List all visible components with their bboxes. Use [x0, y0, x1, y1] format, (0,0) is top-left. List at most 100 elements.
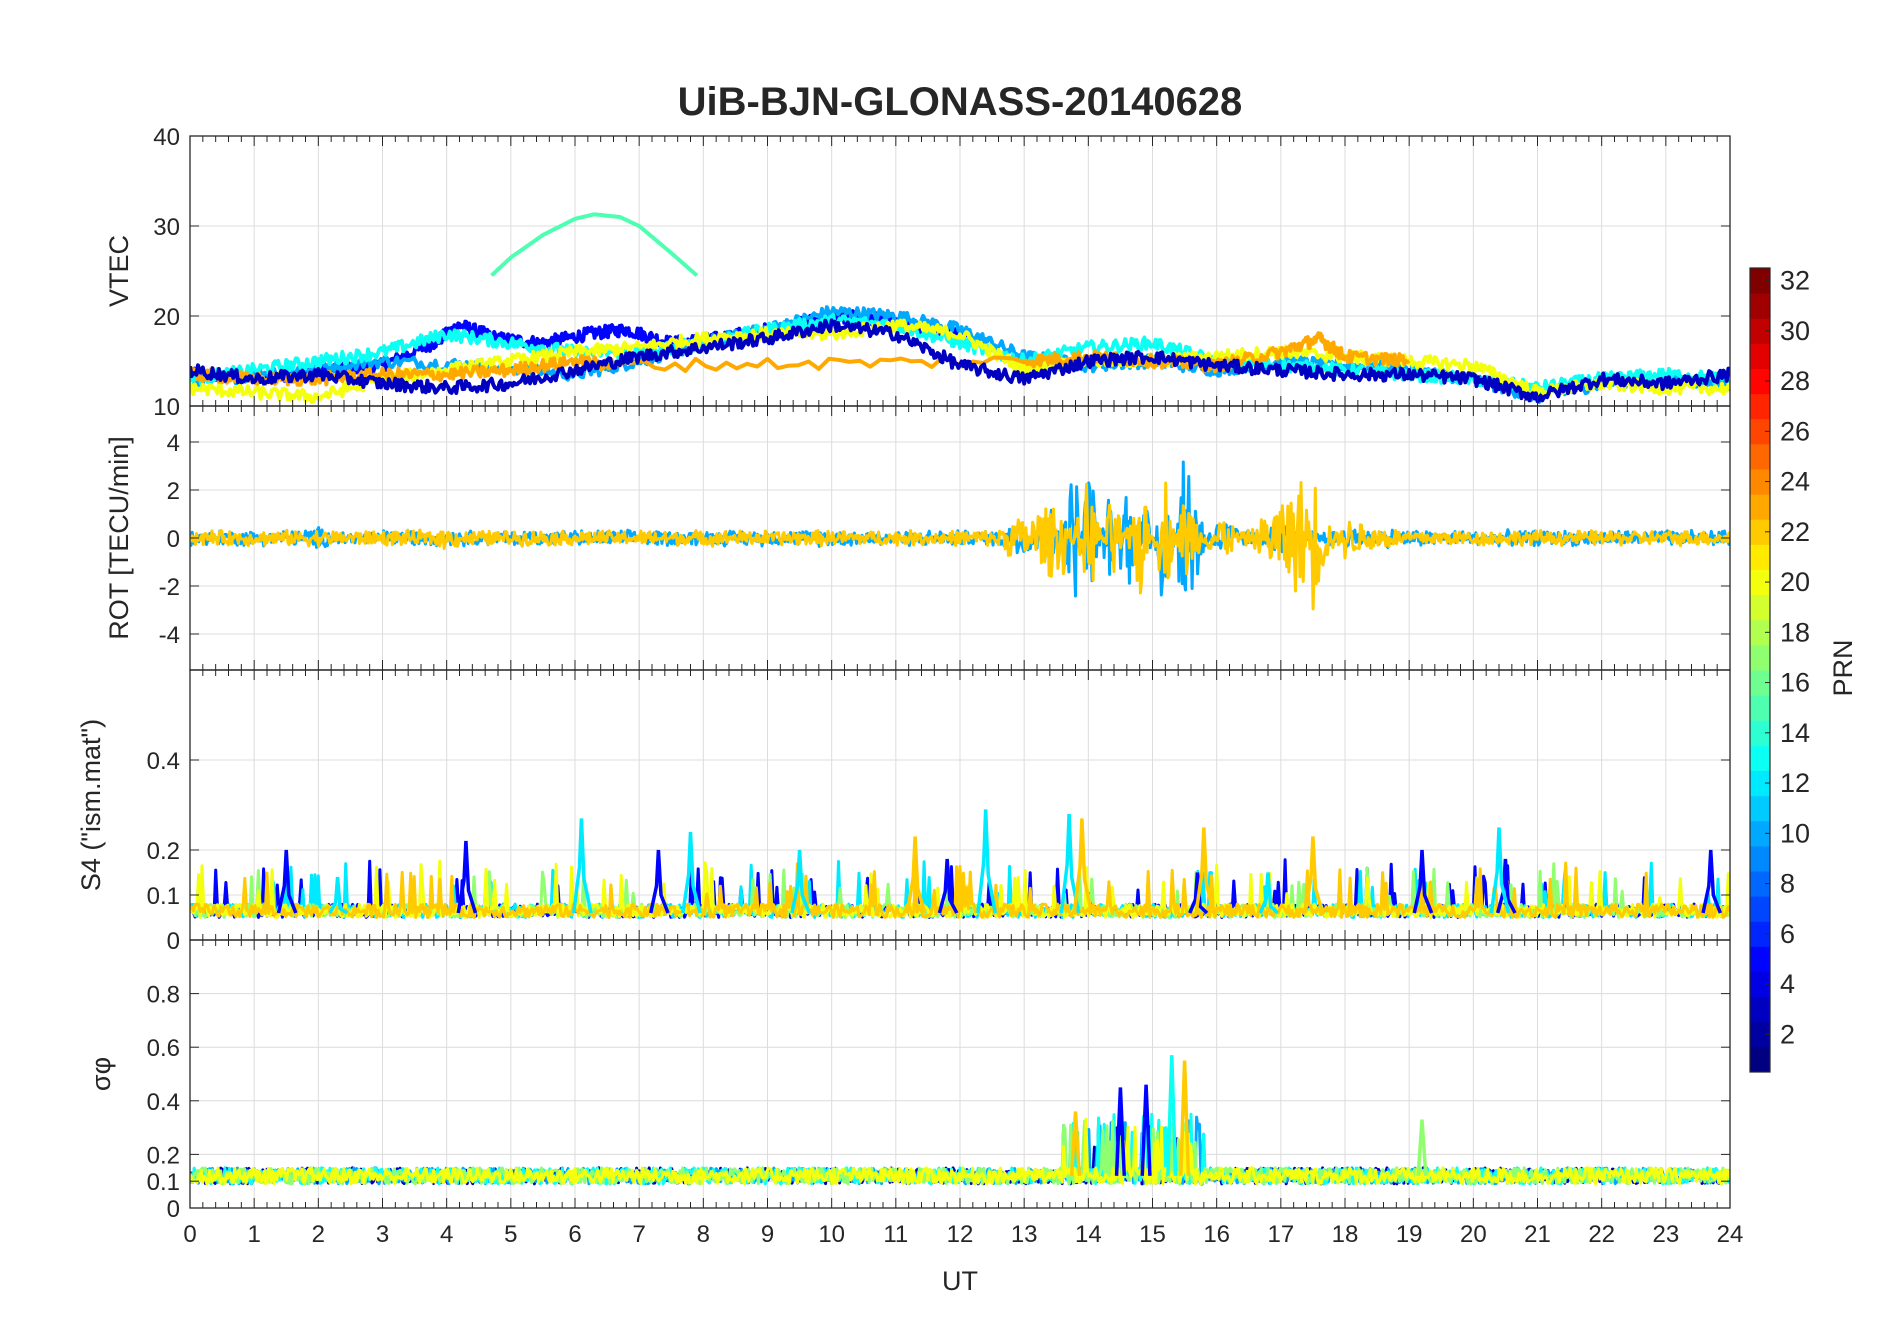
colorbar-tick-label: 18 — [1780, 617, 1810, 647]
x-tick-label: 6 — [568, 1221, 581, 1248]
series-line-prn-5 — [190, 308, 975, 385]
peak-prn-5 — [1412, 849, 1434, 914]
peak-prn-12 — [976, 809, 998, 914]
colorbar-swatch — [1750, 921, 1770, 947]
series-line-prn-22 — [190, 861, 1730, 919]
colorbar-swatch — [1750, 871, 1770, 897]
x-tick-label: 10 — [818, 1221, 845, 1248]
x-tick-label: 8 — [697, 1221, 710, 1248]
series-group — [190, 460, 1730, 611]
x-tick-label: 19 — [1396, 1221, 1423, 1248]
x-tick-labels: 0 1 2 3 4 5 6 7 8 9 10 11 12 13 14 15 16 17 18 19 20 21 22 23 24 — [183, 1221, 1743, 1248]
y-tick-label: 0.1 — [147, 1169, 180, 1196]
series-line-prn-15 — [490, 212, 699, 277]
y-axis-label-rot: ROT [TECU/min] — [104, 436, 134, 640]
x-tick-label: 9 — [761, 1221, 774, 1248]
peak-prn-22 — [1194, 827, 1216, 914]
x-tick-label: 20 — [1460, 1221, 1487, 1248]
colorbar-swatch — [1750, 418, 1770, 445]
colorbar-tick-label: 26 — [1780, 416, 1810, 446]
x-tick-label: 13 — [1011, 1221, 1038, 1248]
colorbar-swatch — [1750, 368, 1770, 395]
peak-prn-12 — [681, 831, 702, 914]
peak-prn-22 — [1069, 1111, 1082, 1176]
x-tick-label: 0 — [183, 1221, 196, 1248]
panel-s4: 0 0.1 0.2 0.4 S4 ("ism.mat") — [76, 669, 1731, 955]
peak-prn-22 — [1072, 818, 1094, 914]
peak-prn-5 — [1114, 1087, 1127, 1176]
colorbar-swatch — [1750, 670, 1770, 696]
colorbar-tick-label: 30 — [1780, 316, 1810, 346]
x-tick-label: 11 — [883, 1221, 908, 1248]
colorbar-tick-label: 12 — [1780, 768, 1810, 798]
colorbar-swatch — [1750, 469, 1770, 495]
colorbar-tick-label: 28 — [1780, 366, 1810, 396]
colorbar-label: PRN — [1828, 639, 1858, 696]
peak-prn-22 — [1178, 1060, 1191, 1176]
colorbar-swatch — [1750, 544, 1770, 570]
series-line-prn-22 — [190, 481, 1730, 611]
x-tick-label: 12 — [947, 1221, 974, 1248]
panel-vtec: 10 20 30 40 VTEC — [104, 124, 1731, 421]
peak-prn-5 — [276, 849, 298, 914]
y-tick-label: 40 — [153, 124, 180, 151]
colorbar-frame — [1749, 267, 1771, 1073]
colorbar-tick-label: 2 — [1780, 1019, 1795, 1049]
colorbar-tick-label: 10 — [1780, 818, 1810, 848]
series-line-prn-13 — [190, 312, 1730, 395]
x-tick-label: 22 — [1588, 1221, 1615, 1248]
x-tick-label: 16 — [1203, 1221, 1230, 1248]
colorbar-swatch — [1750, 946, 1770, 972]
colorbar-swatch — [1750, 343, 1770, 369]
colorbar-tick-label: 14 — [1780, 718, 1810, 748]
colorbar-swatch — [1750, 845, 1770, 872]
peak-prn-12 — [1059, 813, 1081, 914]
colorbar-tick-label: 16 — [1780, 668, 1810, 698]
colorbar-swatch — [1750, 820, 1770, 847]
y-tick-label: 0 — [167, 526, 180, 553]
peak-prn-5 — [937, 858, 959, 914]
colorbar-swatch — [1750, 393, 1770, 420]
chart-title: UiB-BJN-GLONASS-20140628 — [678, 80, 1243, 124]
y-tick-label: 20 — [153, 304, 180, 331]
colorbar-swatch — [1750, 268, 1770, 294]
colorbar-tick-label: 6 — [1780, 919, 1795, 949]
y-tick-label: 0.8 — [147, 982, 180, 1009]
x-tick-label: 5 — [504, 1221, 517, 1248]
y-tick-label: 0.6 — [147, 1035, 180, 1062]
y-tick-label: 0.1 — [147, 883, 180, 910]
colorbar-tick-label: 8 — [1780, 869, 1795, 899]
x-tick-label: 23 — [1652, 1221, 1679, 1248]
x-tick-label: 15 — [1139, 1221, 1166, 1248]
series-group — [190, 1055, 1730, 1186]
x-tick-label: 14 — [1075, 1221, 1102, 1248]
peak-prn-5 — [649, 849, 670, 914]
colorbar-tick-label: 32 — [1780, 266, 1810, 296]
panel-rot: -4 -2 0 2 4 ROT [TECU/min] — [104, 405, 1731, 671]
colorbar-swatch — [1750, 318, 1770, 344]
y-tick-label: 0.4 — [147, 748, 180, 775]
colorbar-swatch — [1750, 1021, 1770, 1048]
colorbar-swatch — [1750, 896, 1770, 922]
colorbar-swatch — [1750, 644, 1770, 671]
x-tick-label: 17 — [1267, 1221, 1294, 1248]
series-line-prn-20 — [190, 1117, 1730, 1186]
peak-prn-22 — [905, 836, 927, 914]
peak-prn-12 — [571, 818, 593, 914]
y-tick-label: 0.2 — [147, 838, 180, 865]
x-tick-label: 18 — [1332, 1221, 1359, 1248]
colorbar-swatch — [1750, 720, 1770, 746]
colorbar-tick-label: 4 — [1780, 969, 1795, 999]
y-axis-label-vtec: VTEC — [104, 235, 134, 307]
colorbar-tick-label: 20 — [1780, 567, 1810, 597]
colorbar-swatch — [1750, 443, 1770, 470]
peak-prn-12 — [328, 876, 349, 915]
colorbar-swatch — [1750, 770, 1770, 797]
colorbar-swatch — [1750, 594, 1770, 621]
y-tick-label: 0.4 — [147, 1089, 180, 1116]
peak-prn-12 — [1489, 827, 1511, 914]
peak-prn-17 — [1416, 1119, 1428, 1176]
colorbar-tick-label: 24 — [1780, 467, 1810, 497]
